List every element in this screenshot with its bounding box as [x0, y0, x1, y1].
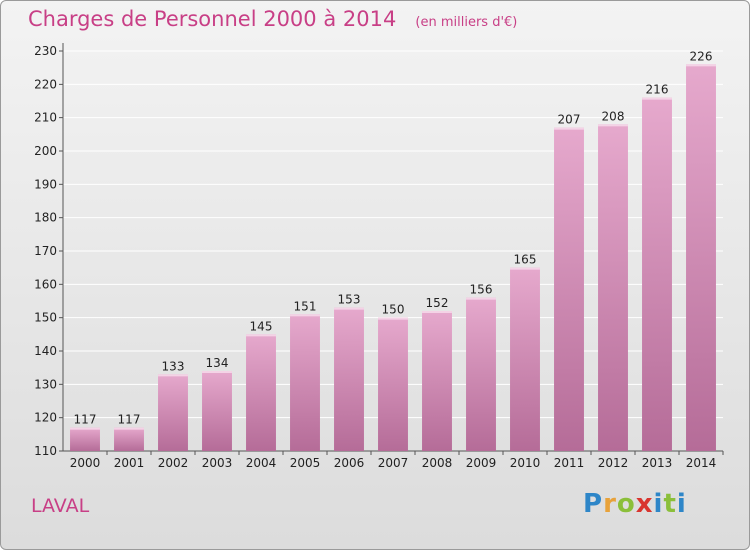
x-tick-label: 2004	[246, 456, 277, 470]
data-label: 208	[602, 109, 625, 123]
y-tick-label: 170	[34, 244, 57, 258]
bar	[422, 311, 452, 451]
data-label: 152	[426, 296, 449, 310]
y-tick-label: 150	[34, 311, 57, 325]
bar-highlight	[686, 64, 716, 67]
y-tick-label: 180	[34, 211, 57, 225]
bar-highlight	[466, 297, 496, 300]
bar	[158, 374, 188, 451]
logo-letter: t	[663, 489, 677, 519]
bar	[114, 427, 144, 451]
x-tick-label: 2013	[642, 456, 673, 470]
logo-letter: i	[676, 489, 687, 519]
logo-letter: o	[616, 489, 636, 519]
bar-highlight	[554, 127, 584, 130]
y-tick-label: 200	[34, 144, 57, 158]
x-tick-label: 2008	[422, 456, 453, 470]
data-label: 117	[118, 413, 141, 427]
bar-highlight	[598, 124, 628, 127]
bar	[378, 317, 408, 451]
data-label: 207	[558, 113, 581, 127]
data-label: 150	[382, 303, 405, 317]
bar-highlight	[158, 374, 188, 377]
y-tick-label: 120	[34, 411, 57, 425]
y-tick-label: 220	[34, 77, 57, 91]
bar-highlight	[510, 267, 540, 270]
bar-highlight	[422, 311, 452, 313]
data-label: 216	[646, 83, 669, 97]
bar	[466, 297, 496, 451]
x-tick-label: 2011	[554, 456, 585, 470]
chart-title: Charges de Personnel 2000 à 2014	[28, 7, 397, 31]
bar	[642, 97, 672, 452]
labels: 110 120 130 140 150 160 170 180 190 200 210 220 230 1…	[34, 44, 716, 470]
y-tick-label: 140	[34, 344, 57, 358]
bar-highlight	[334, 307, 364, 310]
bar-highlight	[202, 371, 232, 373]
bar-highlight	[70, 427, 100, 430]
data-label: 165	[514, 253, 537, 267]
data-label: 226	[690, 49, 713, 63]
x-tick-label: 2007	[378, 456, 409, 470]
logo-letter: x	[635, 489, 654, 519]
y-tick-label: 130	[34, 377, 57, 391]
data-label: 153	[338, 293, 361, 307]
data-label: 117	[74, 413, 97, 427]
bar	[510, 267, 540, 451]
x-tick-label: 2012	[598, 456, 629, 470]
data-label: 151	[294, 299, 317, 313]
bar	[554, 127, 584, 452]
bar-highlight	[642, 97, 672, 100]
y-tick-label: 190	[34, 177, 57, 191]
x-tick-label: 2010	[510, 456, 541, 470]
logo-letter: r	[603, 489, 617, 519]
x-tick-label: 2014	[686, 456, 717, 470]
y-tick-label: 110	[34, 444, 57, 458]
bar-highlight	[378, 317, 408, 320]
data-label: 133	[162, 359, 185, 373]
x-tick-label: 2002	[158, 456, 189, 470]
bar	[334, 307, 364, 451]
chart-subtitle: (en milliers d'€)	[415, 15, 518, 30]
data-label: 134	[206, 356, 229, 370]
data-label: 145	[250, 319, 273, 333]
bar-highlight	[290, 314, 320, 317]
bar	[202, 371, 232, 451]
bar	[598, 124, 628, 451]
x-tick-label: 2009	[466, 456, 497, 470]
bar	[290, 314, 320, 451]
x-tick-label: 2000	[70, 456, 101, 470]
logo-letter: P	[583, 489, 604, 519]
bars	[70, 64, 716, 452]
logo-letter: i	[653, 489, 664, 519]
data-label: 156	[470, 283, 493, 297]
bar-highlight	[114, 427, 144, 430]
y-tick-label: 160	[34, 277, 57, 291]
x-tick-label: 2005	[290, 456, 321, 470]
x-tick-label: 2006	[334, 456, 365, 470]
x-tick-label: 2003	[202, 456, 233, 470]
bar	[246, 334, 276, 451]
place-label: LAVAL	[31, 495, 90, 517]
y-tick-label: 210	[34, 111, 57, 125]
x-tick-label: 2001	[114, 456, 145, 470]
bar-highlight	[246, 334, 276, 337]
bar	[686, 64, 716, 452]
bar	[70, 427, 100, 451]
title-row: Charges de Personnel 2000 à 2014 (en mil…	[28, 7, 517, 31]
y-tick-label: 230	[34, 44, 57, 58]
proxiti-logo[interactable]: Proxiti	[583, 489, 687, 519]
